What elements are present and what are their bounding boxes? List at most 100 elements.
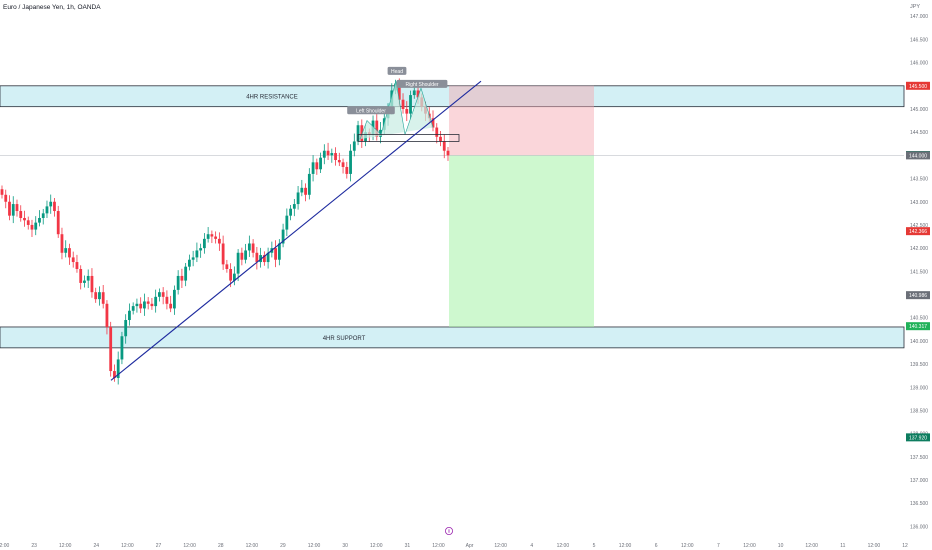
candle[interactable] [330, 148, 334, 163]
candle[interactable] [143, 293, 146, 316]
candle[interactable] [292, 198, 296, 217]
pattern-outline[interactable] [359, 81, 434, 140]
candle[interactable] [439, 131, 442, 147]
candle[interactable] [68, 243, 71, 265]
candle[interactable] [26, 216, 30, 230]
reward-zone[interactable] [449, 155, 594, 327]
candle[interactable] [326, 142, 330, 161]
candle[interactable] [49, 194, 53, 214]
candle[interactable] [251, 239, 255, 258]
candle[interactable] [240, 247, 244, 266]
candle[interactable] [161, 287, 165, 305]
candle[interactable] [281, 223, 285, 248]
candle[interactable] [0, 185, 4, 199]
candle[interactable] [255, 246, 259, 270]
candle[interactable] [105, 300, 109, 335]
candle[interactable] [431, 110, 435, 132]
candle[interactable] [60, 227, 64, 260]
candle[interactable] [409, 90, 412, 120]
candle[interactable] [139, 297, 143, 314]
candle[interactable] [244, 243, 248, 264]
neckline-box[interactable] [357, 134, 460, 142]
candle[interactable] [319, 152, 322, 173]
candle[interactable] [442, 134, 446, 159]
candle[interactable] [45, 200, 49, 218]
candle[interactable] [75, 254, 79, 273]
candle[interactable] [101, 285, 105, 309]
candle[interactable] [352, 133, 356, 157]
candle[interactable] [446, 147, 450, 161]
candle[interactable] [4, 189, 8, 209]
pattern-label-2[interactable]: Head [387, 66, 407, 75]
candle[interactable] [34, 216, 38, 236]
candle[interactable] [349, 144, 352, 182]
candle[interactable] [379, 121, 382, 144]
candle[interactable] [274, 240, 277, 268]
candle[interactable] [311, 155, 315, 182]
candle[interactable] [98, 286, 101, 306]
candle[interactable] [191, 250, 195, 267]
candle[interactable] [150, 297, 154, 310]
candle[interactable] [232, 266, 236, 286]
candle[interactable] [86, 269, 90, 289]
candle[interactable] [289, 204, 292, 221]
candle[interactable] [79, 265, 83, 290]
candle[interactable] [154, 289, 158, 313]
candle[interactable] [71, 251, 75, 268]
candle[interactable] [217, 232, 221, 251]
candle[interactable] [131, 302, 135, 315]
candle[interactable] [202, 233, 206, 254]
candle[interactable] [236, 249, 240, 282]
support-zone[interactable] [0, 326, 905, 349]
candle[interactable] [401, 93, 405, 114]
candle[interactable] [38, 210, 41, 227]
candle[interactable] [109, 321, 113, 377]
candle[interactable] [315, 158, 319, 175]
pattern-label-1[interactable]: Left Shoulder [347, 106, 395, 115]
candle[interactable] [165, 290, 169, 310]
candle[interactable] [225, 259, 229, 273]
candle[interactable] [120, 331, 124, 365]
resistance-zone[interactable] [0, 85, 905, 108]
candle[interactable] [53, 198, 56, 217]
candle[interactable] [247, 235, 251, 257]
candle[interactable] [210, 230, 214, 244]
candle[interactable] [173, 285, 176, 315]
candle[interactable] [187, 254, 191, 271]
event-marker[interactable] [444, 527, 453, 536]
candle[interactable] [169, 295, 173, 313]
candle[interactable] [176, 270, 180, 295]
candle[interactable] [90, 268, 94, 298]
trendline[interactable] [110, 80, 482, 381]
candle[interactable] [8, 195, 11, 221]
candle[interactable] [285, 208, 289, 237]
candle[interactable] [11, 196, 15, 224]
candle[interactable] [262, 251, 266, 266]
risk-zone[interactable] [449, 85, 594, 156]
candle[interactable] [296, 185, 300, 210]
candle[interactable] [307, 168, 311, 200]
candle[interactable] [83, 275, 86, 288]
pattern-label-3[interactable]: Right Shoulder [396, 79, 448, 88]
candle[interactable] [56, 205, 60, 238]
candle[interactable] [277, 239, 281, 266]
candle[interactable] [345, 161, 349, 179]
candle[interactable] [135, 298, 139, 313]
candle[interactable] [300, 179, 304, 197]
candle[interactable] [304, 183, 307, 202]
candle[interactable] [124, 314, 128, 344]
candle[interactable] [195, 242, 199, 263]
candle[interactable] [221, 235, 225, 270]
candle[interactable] [23, 210, 26, 227]
candle[interactable] [30, 219, 34, 237]
candle[interactable] [184, 262, 188, 287]
candle[interactable] [113, 364, 116, 382]
candle[interactable] [206, 227, 210, 243]
candle[interactable] [128, 303, 131, 326]
candle[interactable] [322, 144, 326, 165]
candle[interactable] [405, 101, 409, 122]
candle[interactable] [341, 158, 345, 174]
candle[interactable] [64, 240, 68, 258]
